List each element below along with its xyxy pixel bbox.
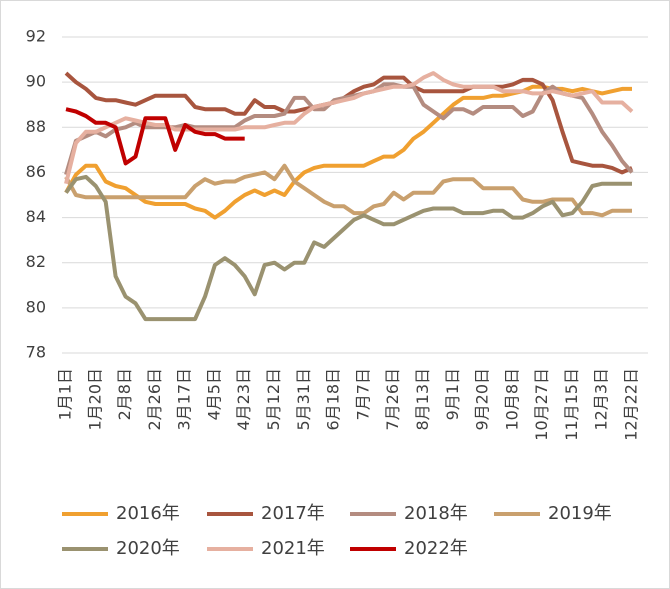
series-line — [64, 71, 634, 185]
y-tick-label: 86 — [26, 162, 46, 181]
y-tick-label: 90 — [26, 72, 46, 91]
y-tick-label: 92 — [26, 27, 46, 46]
legend-label: 2018年 — [404, 503, 468, 524]
legend-label: 2021年 — [261, 538, 325, 559]
x-tick-label: 7月7日 — [353, 368, 372, 420]
x-tick-label: 12月22日 — [622, 368, 641, 441]
x-tick-label: 7月26日 — [383, 368, 402, 431]
series-line — [64, 163, 632, 218]
x-tick-label: 1月1日 — [56, 368, 75, 420]
x-tick-label: 8月13日 — [413, 368, 432, 431]
legend-label: 2019年 — [548, 503, 612, 524]
legend-label: 2017年 — [261, 503, 325, 524]
x-tick-label: 6月18日 — [324, 368, 343, 431]
x-tick-label: 10月8日 — [502, 368, 521, 431]
series-line — [64, 174, 632, 322]
x-tick-label: 1月20日 — [85, 368, 104, 431]
x-tick-label: 10月27日 — [532, 368, 551, 441]
y-tick-label: 88 — [26, 117, 46, 136]
x-tick-label: 4月5日 — [204, 368, 223, 420]
x-tick-label: 9月20日 — [473, 368, 492, 431]
y-tick-label: 84 — [26, 207, 46, 226]
x-tick-label: 2月8日 — [115, 368, 134, 420]
legend-label: 2022年 — [404, 538, 468, 559]
y-tick-label: 80 — [26, 297, 46, 316]
x-tick-label: 3月17日 — [175, 368, 194, 431]
x-tick-label: 5月31日 — [294, 368, 313, 431]
x-tick-label: 11月15日 — [562, 368, 581, 441]
x-tick-label: 9月1日 — [443, 368, 462, 420]
x-tick-label: 5月12日 — [264, 368, 283, 431]
x-tick-label: 4月23日 — [234, 368, 253, 431]
series-line — [64, 82, 634, 176]
series-line — [64, 84, 632, 220]
series-line — [64, 71, 633, 175]
series-line — [65, 107, 245, 166]
x-tick-label: 12月3日 — [592, 368, 611, 431]
y-tick-label: 78 — [26, 343, 46, 362]
legend-label: 2020年 — [116, 538, 180, 559]
legend-label: 2016年 — [116, 503, 180, 524]
y-tick-label: 82 — [26, 252, 46, 271]
x-tick-label: 2月26日 — [145, 368, 164, 431]
